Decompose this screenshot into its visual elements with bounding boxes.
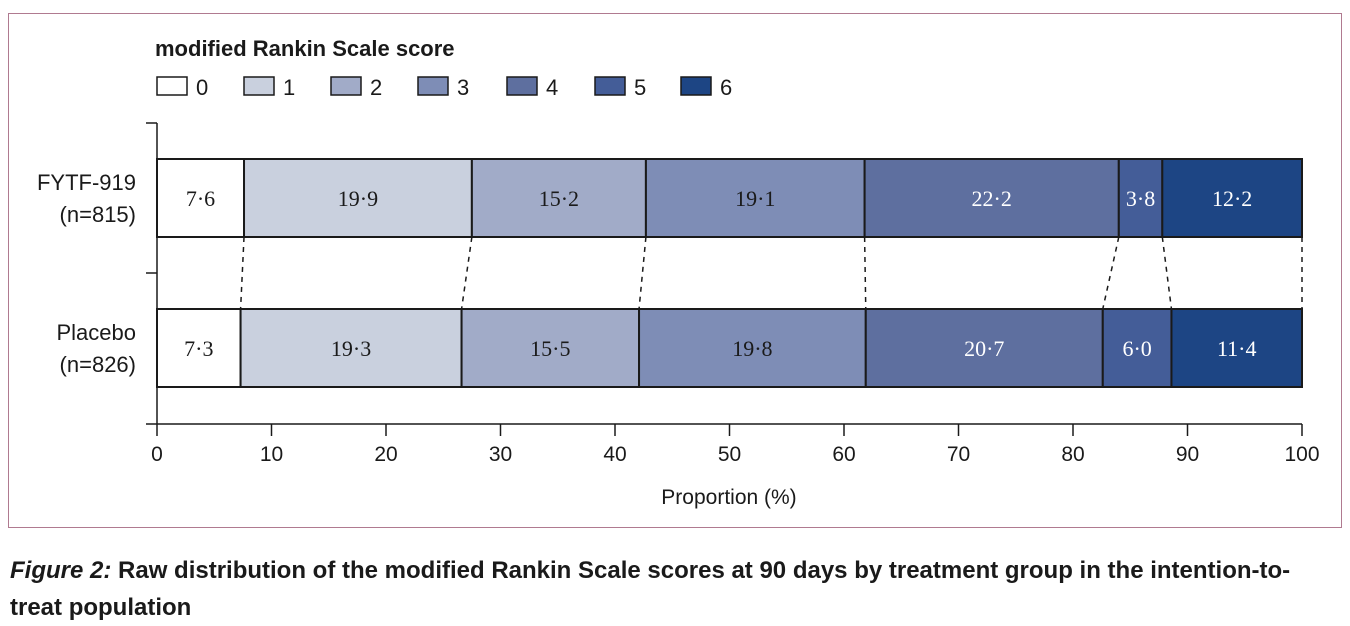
figure-frame [8, 13, 1342, 528]
axes: 0 10 20 30 40 50 60 70 80 90 100 [146, 122, 1320, 466]
bar-value-label-r1-s4: 20·7 [964, 336, 1004, 361]
bar-value-label-r1-s2: 15·5 [530, 336, 570, 361]
bar-segment-r0-s6 [1161, 158, 1304, 238]
legend-label-5: 5 [634, 75, 646, 100]
legend-label-3: 3 [457, 75, 469, 100]
x-tick-label-60: 60 [832, 443, 855, 466]
legend-label-0: 0 [196, 75, 208, 100]
connector-1 [239, 236, 245, 310]
x-tick-label-40: 40 [603, 443, 626, 466]
legend-label-1: 1 [283, 75, 295, 100]
legend-swatch-5 [594, 76, 626, 96]
connector-5 [1102, 236, 1120, 310]
bar-value-label-r0-s6: 12·2 [1212, 186, 1252, 211]
figure-caption: Figure 2: Raw distribution of the modifi… [10, 552, 1310, 626]
bar-value-label-r1-s3: 19·8 [732, 336, 772, 361]
legend-swatch-3 [417, 76, 449, 96]
bars: 7·6 19·9 15·2 19·1 22·2 3·8 12·2 7·3 19·3 15·5 19·… [156, 158, 1304, 388]
x-tick-label-20: 20 [374, 443, 397, 466]
connector-6 [1161, 236, 1173, 310]
bar-value-label-r1-s0: 7·3 [184, 336, 213, 361]
legend-label-2: 2 [370, 75, 382, 100]
x-tick-label-0: 0 [151, 443, 163, 466]
bar-value-label-r0-s0: 7·6 [186, 186, 215, 211]
bar-segment-r1-s2 [460, 308, 641, 388]
bar-segment-r1-s1 [239, 308, 463, 388]
bar-value-label-r0-s1: 19·9 [338, 186, 378, 211]
legend-swatch-1 [243, 76, 275, 96]
bar-value-label-r1-s1: 19·3 [331, 336, 371, 361]
bar-value-label-r0-s5: 3·8 [1126, 186, 1155, 211]
legend-label-6: 6 [720, 75, 732, 100]
bar-segment-r1-s0 [156, 308, 242, 388]
bar-segment-r1-s4 [864, 308, 1104, 388]
bar-segment-r0-s5 [1117, 158, 1164, 238]
legend-swatch-4 [506, 76, 538, 96]
legend-swatch-6 [680, 76, 712, 96]
category-label-1-line1: Placebo [56, 320, 136, 345]
x-tick-label-80: 80 [1061, 443, 1084, 466]
connector-2 [460, 236, 473, 310]
x-tick-label-100: 100 [1284, 443, 1319, 466]
bar-value-label-r1-s6: 11·4 [1217, 336, 1257, 361]
category-label-1-line2: (n=826) [60, 352, 136, 377]
legend-swatch-0 [156, 76, 188, 96]
bar-segment-r0-s4 [863, 158, 1120, 238]
x-tick-label-50: 50 [718, 443, 741, 466]
category-label-0-line1: FYTF-919 [37, 170, 136, 195]
stacked-bar-chart: modified Rankin Scale score 0 1 2 3 4 5 6 0 10 2… [37, 36, 1320, 509]
x-axis-label: Proportion (%) [661, 486, 796, 509]
bar-segment-r1-s3 [638, 308, 867, 388]
legend-title: modified Rankin Scale score [155, 36, 455, 61]
legend: 0 1 2 3 4 5 6 [156, 75, 732, 100]
legend-swatch-2 [330, 76, 362, 96]
connector-3 [638, 236, 647, 310]
connector-lines [239, 236, 1303, 310]
x-tick-label-90: 90 [1176, 443, 1199, 466]
bar-value-label-r0-s3: 19·1 [735, 186, 775, 211]
bar-segment-r0-s2 [470, 158, 647, 238]
bar-segment-r0-s1 [243, 158, 473, 238]
legend-label-4: 4 [546, 75, 558, 100]
x-tick-label-70: 70 [947, 443, 970, 466]
connector-4 [863, 236, 867, 310]
category-label-0-line2: (n=815) [60, 202, 136, 227]
bar-value-label-r0-s4: 22·2 [972, 186, 1012, 211]
bar-value-label-r0-s2: 15·2 [539, 186, 579, 211]
bar-segment-r1-s6 [1170, 308, 1303, 388]
caption-text: Raw distribution of the modified Rankin … [10, 557, 1291, 621]
bar-segment-r0-s0 [156, 158, 246, 238]
bar-segment-r1-s5 [1101, 308, 1173, 388]
x-tick-label-10: 10 [260, 443, 283, 466]
caption-lead: Figure 2: [10, 557, 112, 584]
x-tick-label-30: 30 [489, 443, 512, 466]
category-labels: FYTF-919 (n=815) Placebo (n=826) [37, 170, 136, 377]
bar-value-label-r1-s5: 6·0 [1122, 336, 1151, 361]
